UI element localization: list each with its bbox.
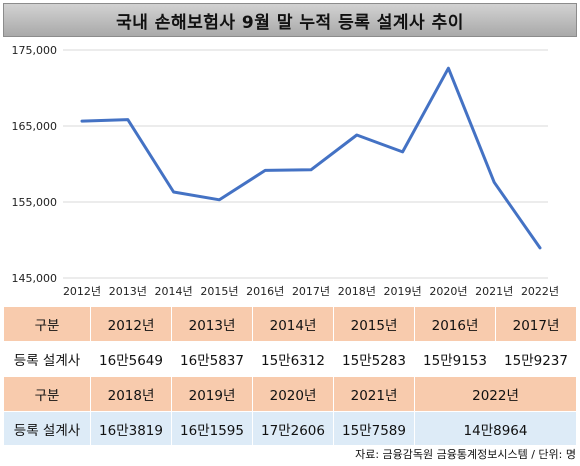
x-tick-label: 2017년 [292, 285, 330, 298]
x-tick-label: 2012년 [63, 285, 101, 298]
data-table: 구분 2012년 2013년 2014년 2015년 2016년 2017년 등… [3, 306, 577, 446]
table-value-cell: 15만6312 [252, 341, 334, 377]
table-header-cell: 2022년 [414, 376, 577, 412]
x-tick-label: 2014년 [155, 285, 193, 298]
x-tick-label: 2022년 [521, 285, 559, 298]
table-header-cell: 2012년 [90, 306, 172, 342]
table-header-cell: 2014년 [252, 306, 334, 342]
table-value-cell: 16만1595 [171, 411, 253, 446]
x-tick-label: 2013년 [109, 285, 147, 298]
table-value-cell: 17만2606 [252, 411, 334, 446]
y-tick-label: 155,000 [12, 196, 58, 209]
chart-title: 국내 손해보험사 9월 말 누적 등록 설계사 추이 [116, 12, 464, 33]
x-tick-label: 2018년 [338, 285, 376, 298]
table-value-cell: 16만5649 [90, 341, 172, 377]
chart-title-bar: 국내 손해보험사 9월 말 누적 등록 설계사 추이 [3, 3, 577, 37]
table-row-label: 등록 설계사 [3, 341, 91, 377]
table-value-cell: 16만3819 [90, 411, 172, 446]
table-row-header-1: 구분 2012년 2013년 2014년 2015년 2016년 2017년 [3, 306, 577, 342]
table-row-values-1: 등록 설계사 16만5649 16만5837 15만6312 15만5283 1… [3, 341, 577, 377]
table-value-cell: 16만5837 [171, 341, 253, 377]
table-header-cell: 2016년 [414, 306, 496, 342]
table-header-label: 구분 [3, 376, 91, 412]
table-header-cell: 2015년 [333, 306, 415, 342]
x-tick-label: 2019년 [384, 285, 422, 298]
grid-layer [63, 49, 548, 279]
table-header-cell: 2021년 [333, 376, 415, 412]
x-tick-label: 2020년 [429, 285, 467, 298]
y-tick-label: 175,000 [12, 44, 58, 57]
table-header-cell: 2018년 [90, 376, 172, 412]
table-header-cell: 2020년 [252, 376, 334, 412]
source-note: 자료: 금융감독원 금융통계정보시스템 / 단위: 명 [355, 448, 576, 461]
table-row-values-2: 등록 설계사 16만3819 16만1595 17만2606 15만7589 1… [3, 411, 577, 446]
table-header-cell: 2019년 [171, 376, 253, 412]
table-value-cell: 15만9153 [414, 341, 496, 377]
x-tick-label: 2015년 [200, 285, 238, 298]
x-tick-label: 2021년 [475, 285, 513, 298]
table-header-cell: 2013년 [171, 306, 253, 342]
table-value-cell: 15만5283 [333, 341, 415, 377]
y-tick-labels: 145,000 155,000 165,000 175,000 [12, 44, 58, 285]
x-tick-labels: 2012년 2013년 2014년 2015년 2016년 2017년 2018년 2019년… [63, 285, 559, 298]
table-header-label: 구분 [3, 306, 91, 342]
table-value-cell: 14만8964 [414, 411, 577, 446]
table-value-cell: 15만7589 [333, 411, 415, 446]
table-header-cell: 2017년 [495, 306, 577, 342]
y-tick-label: 145,000 [12, 272, 58, 285]
series-line-registered-agents [80, 66, 542, 250]
x-tick-label: 2016년 [246, 285, 284, 298]
table-row-header-2: 구분 2018년 2019년 2020년 2021년 2022년 [3, 376, 577, 412]
y-tick-label: 165,000 [12, 120, 58, 133]
table-value-cell: 15만9237 [495, 341, 577, 377]
table-row-label: 등록 설계사 [3, 411, 91, 446]
